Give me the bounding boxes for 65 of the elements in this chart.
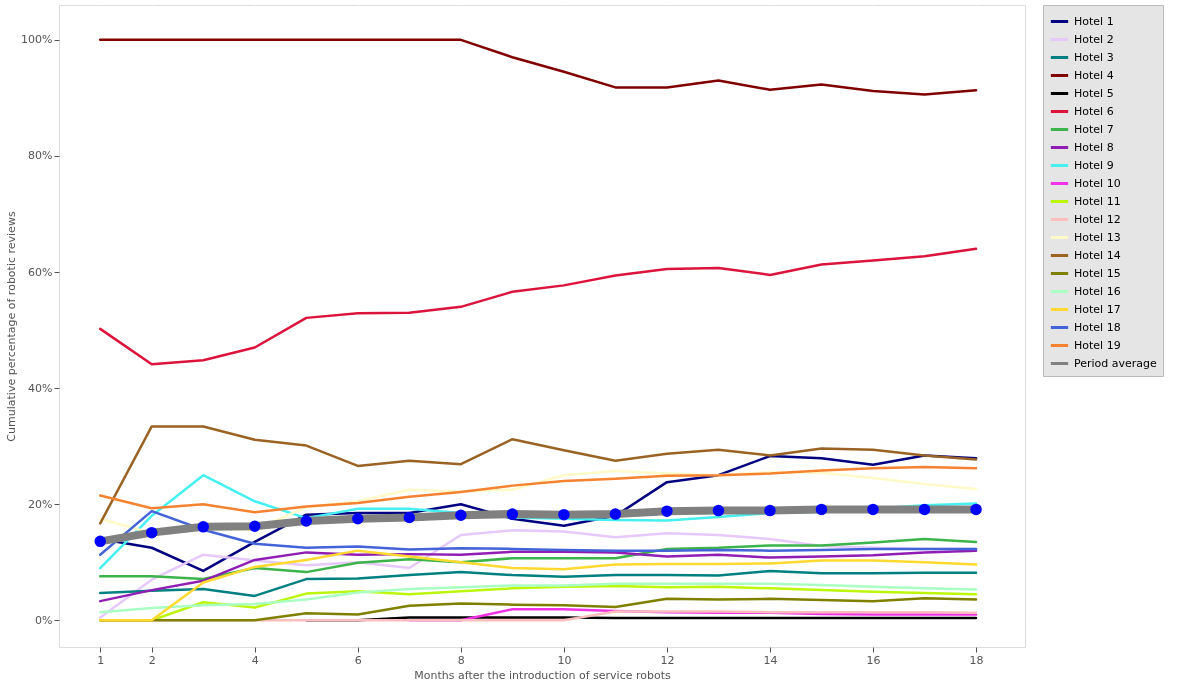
y-axis-title: Cumulative percentage of robotic reviews: [5, 211, 19, 442]
line-series: [98, 549, 978, 603]
line-series: [98, 569, 978, 598]
legend-label: Hotel 3: [1074, 50, 1114, 64]
legend-label: Period average: [1074, 356, 1158, 370]
legend-label: Hotel 9: [1074, 158, 1114, 172]
y-tick-label: 20%: [28, 497, 53, 511]
legend-label: Hotel 11: [1074, 194, 1121, 208]
point: [352, 512, 364, 525]
x-tick-label: 14: [763, 653, 778, 667]
point: [558, 508, 570, 521]
x-tick-label: 16: [866, 653, 881, 667]
line-series: [98, 38, 978, 96]
y-tick-label: 100%: [21, 33, 53, 47]
point: [145, 526, 158, 539]
legend-label: Hotel 16: [1074, 284, 1121, 298]
point: [867, 503, 879, 516]
line-series: [98, 465, 978, 514]
y-tick-label: 40%: [28, 381, 53, 395]
y-tick-label: 0%: [35, 613, 53, 627]
line-series: [98, 425, 978, 525]
point: [403, 511, 416, 524]
legend-label: Hotel 17: [1074, 302, 1121, 316]
line-series: [98, 549, 978, 622]
point: [249, 520, 261, 532]
point: [300, 515, 313, 527]
legend-label: Hotel 14: [1074, 248, 1121, 262]
point: [661, 505, 673, 517]
point: [455, 509, 467, 521]
point: [609, 508, 622, 520]
legend-label: Hotel 4: [1074, 68, 1114, 82]
legend-label: Hotel 6: [1074, 104, 1114, 118]
point: [970, 503, 982, 516]
y-tick-label: 80%: [28, 149, 53, 163]
point: [764, 504, 776, 517]
legend-label: Hotel 7: [1074, 122, 1114, 136]
line-series: [98, 509, 978, 556]
x-tick-label: 6: [354, 653, 362, 667]
legend-label: Hotel 10: [1074, 176, 1121, 190]
legend-label: Hotel 13: [1074, 230, 1121, 244]
point: [712, 504, 725, 517]
y-tick-label: 60%: [28, 265, 53, 279]
x-tick-label: 18: [969, 653, 984, 667]
legend-label: Hotel 1: [1074, 14, 1114, 28]
legend-label: Hotel 12: [1074, 212, 1121, 226]
point: [918, 503, 931, 516]
x-tick-label: 1: [97, 653, 105, 667]
legend-label: Hotel 2: [1074, 32, 1114, 46]
point: [197, 521, 209, 533]
legend-label: Hotel 15: [1074, 266, 1121, 280]
point: [815, 503, 828, 516]
line-series: [98, 582, 978, 614]
legend-label: Hotel 8: [1074, 140, 1114, 154]
legend-label: Hotel 5: [1074, 86, 1114, 100]
x-tick-label: 12: [660, 653, 675, 667]
legend-label: Hotel 19: [1074, 338, 1121, 352]
point: [94, 535, 106, 548]
x-tick-label: 8: [457, 653, 465, 667]
line-series: [98, 247, 978, 366]
x-tick-label: 4: [251, 653, 259, 667]
x-tick-label: 2: [148, 653, 156, 667]
x-tick-label: 10: [557, 653, 572, 667]
x-axis-title: Months after the introduction of service robots: [414, 668, 671, 682]
point: [506, 508, 519, 520]
legend-label: Hotel 18: [1074, 320, 1121, 334]
